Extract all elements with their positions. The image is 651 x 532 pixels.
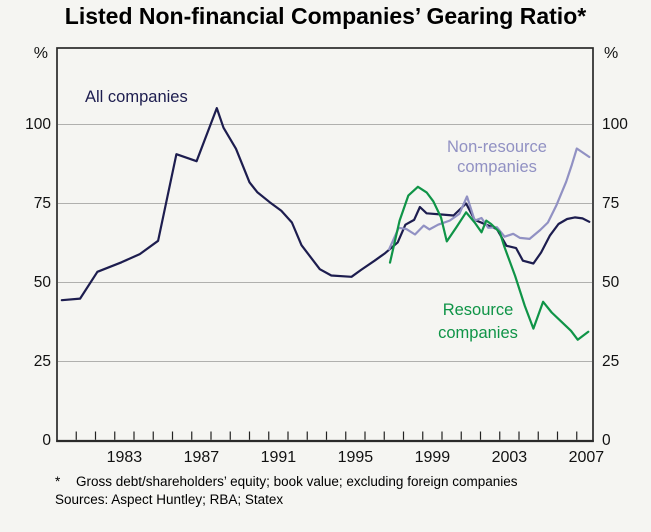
series-label-non-resource-companies: Non-resource companies: [430, 137, 564, 177]
y-axis-label-left-100: 100: [25, 115, 51, 133]
series-label-resource-line2: companies: [438, 324, 518, 342]
footnote: * Gross debt/shareholders’ equity; book …: [55, 474, 635, 489]
y-axis-label-right-100: 100: [602, 115, 628, 133]
y-axis-unit-left: %: [33, 45, 48, 62]
series-line-resource-companies: [388, 185, 590, 341]
y-axis-label-right-50: 50: [602, 273, 620, 291]
x-axis-label-1999: 1999: [414, 449, 451, 466]
y-axis-unit-right: %: [604, 45, 619, 62]
series-line-non-resource-companies: [388, 147, 591, 251]
y-axis-label-right-25: 25: [602, 352, 620, 370]
x-axis-label-1987: 1987: [183, 449, 220, 466]
x-axis-label-1991: 1991: [260, 449, 297, 466]
y-axis-label-right-75: 75: [602, 194, 620, 212]
x-axis-label-1983: 1983: [106, 449, 143, 466]
x-axis-label-2007: 2007: [568, 449, 605, 466]
sources-line: Sources: Aspect Huntley; RBA; Statex: [55, 492, 284, 507]
x-axis-label-1995: 1995: [337, 449, 374, 466]
series-label-non-resource-line1: Non-resource: [447, 138, 547, 156]
x-axis-label-2003: 2003: [491, 449, 528, 466]
y-axis-label-left-75: 75: [33, 194, 51, 212]
footnote-marker: *: [55, 474, 61, 489]
series-label-non-resource-line2: companies: [457, 158, 537, 176]
series-label-resource-companies: Resource companies: [420, 299, 536, 345]
footnote-text: Gross debt/shareholders’ equity; book va…: [76, 474, 518, 489]
y-axis-label-left-25: 25: [33, 352, 51, 370]
series-label-all-companies: All companies: [85, 88, 188, 106]
page-title: Listed Non-financial Companies’ Gearing …: [64, 3, 587, 29]
y-axis-label-left-0: 0: [42, 431, 51, 449]
y-axis-label-left-50: 50: [33, 273, 51, 291]
series-line-all-companies: [60, 106, 591, 302]
y-axis-label-right-0: 0: [602, 431, 611, 449]
series-label-resource-line1: Resource: [442, 301, 514, 319]
